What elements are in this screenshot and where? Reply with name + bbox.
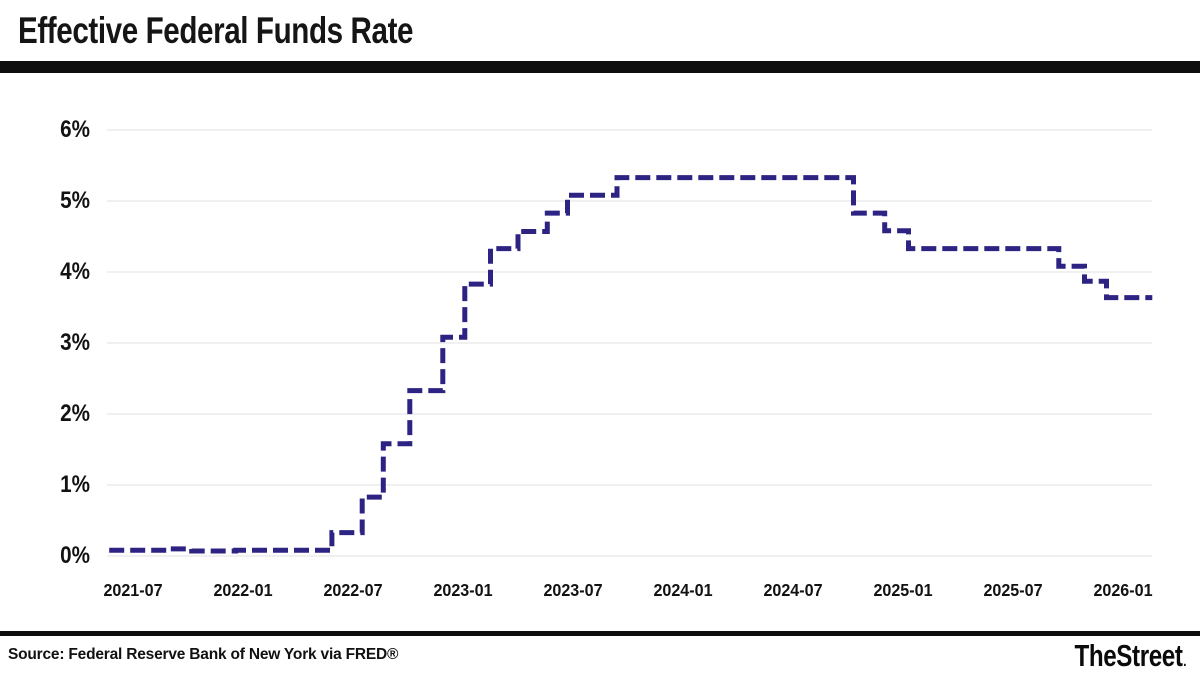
x-tick-label-2023-01: 2023-01: [433, 580, 493, 600]
chart-title: Effective Federal Funds Rate: [18, 10, 414, 51]
x-tick-label-2026-01: 2026-01: [1093, 580, 1153, 600]
y-tick-label-3%: 3%: [60, 329, 90, 356]
y-tick-label-6%: 6%: [60, 116, 90, 143]
x-tick-label-2023-07: 2023-07: [543, 580, 603, 600]
x-tick-label-2022-07: 2022-07: [323, 580, 383, 600]
y-tick-label-5%: 5%: [60, 187, 90, 214]
footer-divider-bar: [0, 631, 1200, 636]
rate-step-line: [109, 175, 1153, 554]
y-tick-label-2%: 2%: [60, 400, 90, 427]
thestreet-logo: TheStreet.: [1074, 638, 1186, 674]
header-divider-bar: [0, 61, 1200, 73]
x-tick-label-2025-07: 2025-07: [983, 580, 1043, 600]
thestreet-logo-text: TheStreet: [1074, 638, 1183, 673]
y-tick-label-4%: 4%: [60, 258, 90, 285]
x-tick-label-2022-01: 2022-01: [213, 580, 273, 600]
source-attribution: Source: Federal Reserve Bank of New York…: [8, 646, 399, 663]
x-tick-label-2025-01: 2025-01: [873, 580, 933, 600]
x-tick-label-2021-07: 2021-07: [103, 580, 163, 600]
x-tick-label-2024-07: 2024-07: [763, 580, 823, 600]
y-tick-label-1%: 1%: [60, 471, 90, 498]
gridlines: [107, 129, 1152, 557]
thestreet-logo-dot: .: [1183, 653, 1186, 670]
y-tick-label-0%: 0%: [60, 542, 90, 569]
x-tick-label-2024-01: 2024-01: [653, 580, 713, 600]
